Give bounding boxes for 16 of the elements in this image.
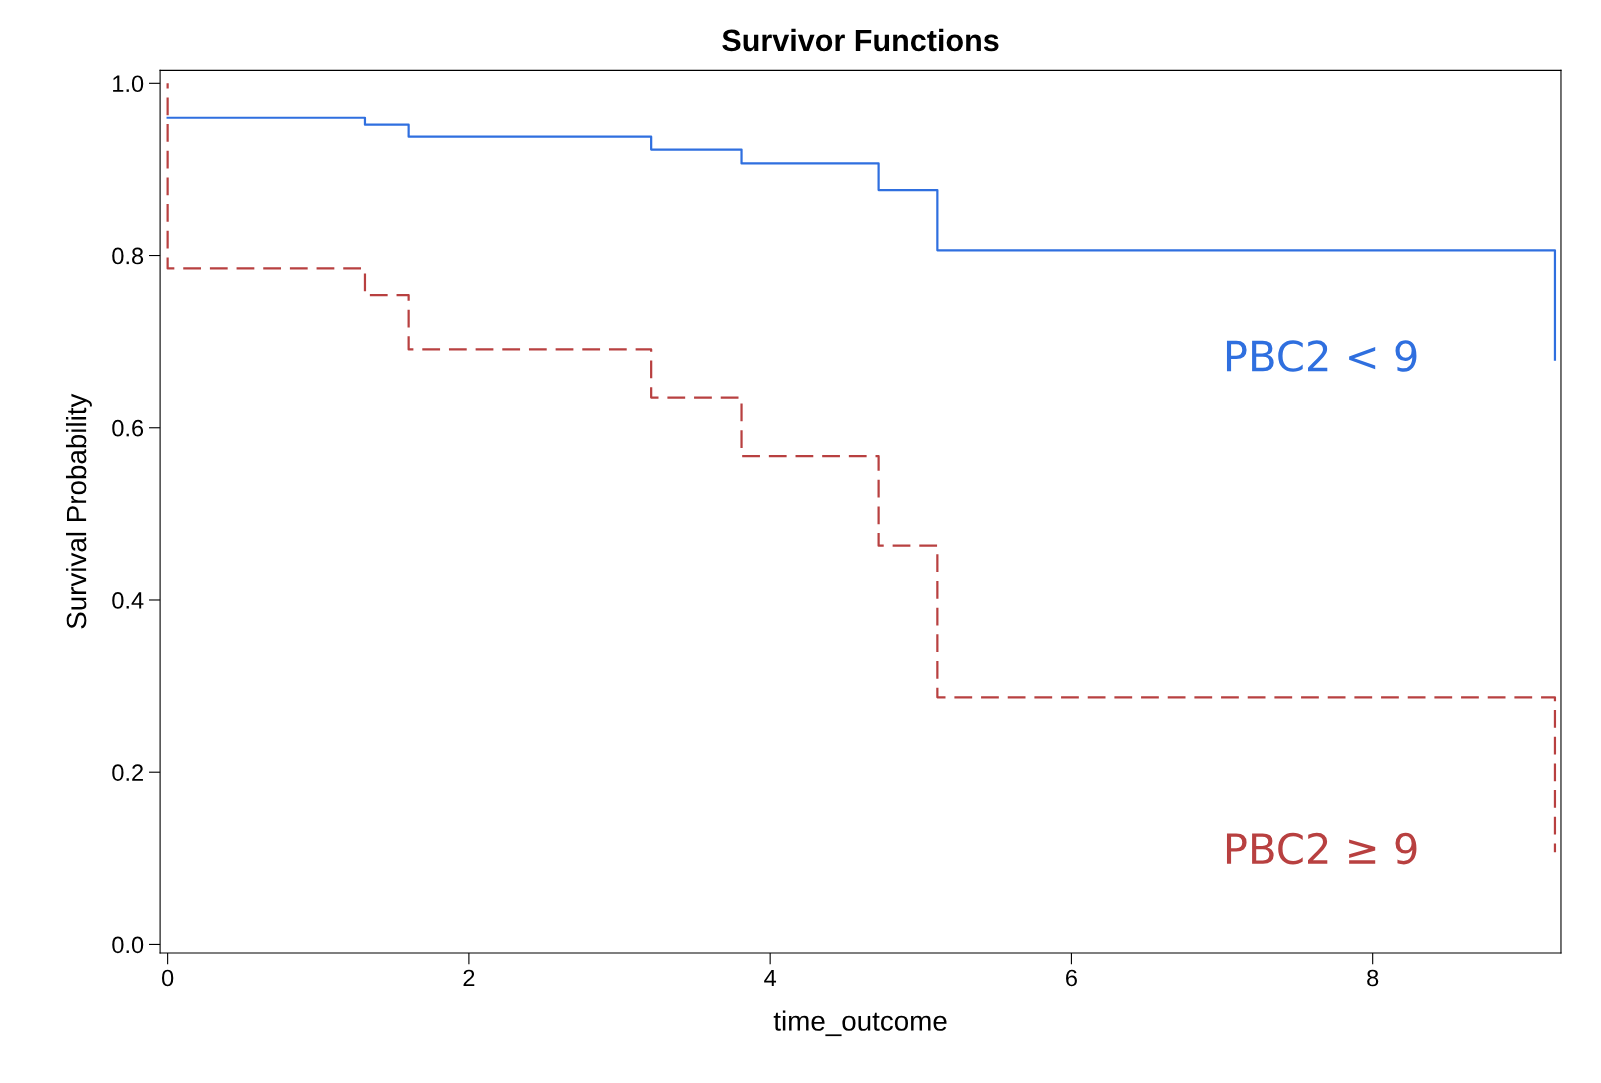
x-tick-label: 2: [463, 969, 475, 987]
x-tick-label: 4: [764, 969, 777, 987]
y-tick-label: 0.4: [112, 592, 144, 609]
y-tick-label: 0.8: [112, 247, 144, 265]
x-tick-label: 0: [161, 969, 174, 987]
y-axis-title: Survival Probability: [65, 393, 92, 629]
chart-title: Survivor Functions: [722, 28, 999, 52]
text: PBC2 < 9: [1226, 340, 1417, 372]
x-tick-label: 8: [1367, 969, 1379, 987]
text: PBC2 ≥ 9: [1226, 832, 1417, 865]
y-tick-label: 0.2: [112, 764, 143, 781]
x-tick-label: 6: [1066, 969, 1077, 987]
y-tick-label: 0.0: [112, 936, 144, 954]
y-tick-label: 1.0: [113, 75, 144, 93]
y-tick-label: 0.6: [112, 419, 144, 437]
x-axis-title: time_outcome: [773, 1010, 947, 1037]
